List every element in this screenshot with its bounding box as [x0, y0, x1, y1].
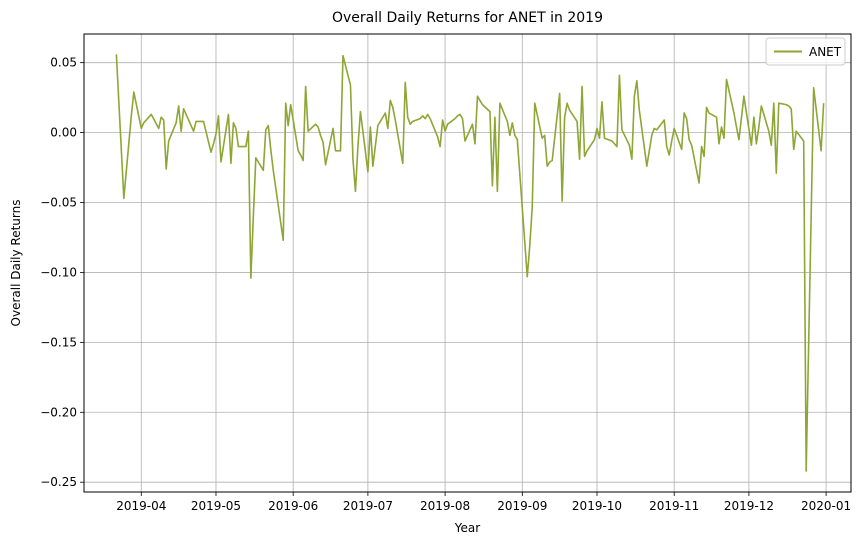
y-tick-label: −0.05: [40, 196, 77, 210]
y-tick-label: −0.20: [40, 405, 77, 419]
y-axis-label: Overall Daily Returns: [9, 200, 23, 327]
x-tick-label: 2019-08: [420, 499, 470, 513]
x-tick-label: 2019-04: [116, 499, 166, 513]
y-tick-label: 0.05: [50, 56, 77, 70]
x-tick-label: 2019-12: [724, 499, 774, 513]
x-tick-label: 2019-06: [268, 499, 318, 513]
x-tick-label: 2019-11: [649, 499, 699, 513]
series-line-anet: [115, 54, 825, 472]
y-tick-label: −0.15: [40, 335, 77, 349]
grid-layer: [84, 34, 851, 492]
x-tick-label: 2019-07: [343, 499, 393, 513]
x-tick-layer: 2019-04 2019-05 2019-06 2019-07 2019-08 2019-…: [116, 492, 851, 513]
y-tick-label: −0.10: [40, 265, 77, 279]
legend: ANET: [765, 37, 846, 66]
x-tick-label: 2019-05: [191, 499, 241, 513]
chart-title: Overall Daily Returns for ANET in 2019: [332, 10, 603, 26]
y-tick-label: 0.00: [50, 126, 77, 140]
x-tick-label: 2019-09: [497, 499, 547, 513]
legend-box: [765, 37, 846, 66]
series-layer: [115, 54, 825, 472]
y-tick-label: −0.25: [40, 475, 77, 489]
plot-frame: [83, 33, 852, 493]
legend-entry-label: ANET: [809, 45, 842, 59]
x-axis-label: Year: [454, 521, 480, 535]
x-tick-label: 2020-01: [801, 499, 851, 513]
x-tick-label: 2019-10: [572, 499, 622, 513]
y-tick-layer: 0.05 0.00 −0.05 −0.10 −0.15 −0.20 −0.25: [40, 56, 84, 489]
